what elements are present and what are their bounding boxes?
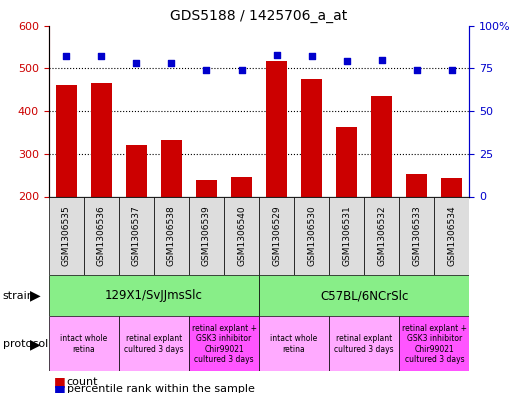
Point xyxy=(167,60,175,66)
Text: GSM1306538: GSM1306538 xyxy=(167,206,176,266)
Bar xyxy=(371,96,392,282)
Text: ▶: ▶ xyxy=(30,337,41,351)
Text: retinal explant
cultured 3 days: retinal explant cultured 3 days xyxy=(124,334,184,354)
Bar xyxy=(91,83,112,282)
Bar xyxy=(301,79,322,282)
FancyBboxPatch shape xyxy=(399,316,469,371)
FancyBboxPatch shape xyxy=(49,196,84,275)
Text: GSM1306540: GSM1306540 xyxy=(237,206,246,266)
Text: GSM1306530: GSM1306530 xyxy=(307,206,316,266)
Point xyxy=(272,51,281,58)
Text: strain: strain xyxy=(3,291,34,301)
Text: C57BL/6NCrSlc: C57BL/6NCrSlc xyxy=(320,289,408,302)
Bar xyxy=(196,180,217,282)
Text: GSM1306534: GSM1306534 xyxy=(447,206,457,266)
Text: GSM1306529: GSM1306529 xyxy=(272,206,281,266)
Text: GSM1306539: GSM1306539 xyxy=(202,206,211,266)
FancyBboxPatch shape xyxy=(49,275,259,316)
Text: retinal explant +
GSK3 inhibitor
Chir99021
cultured 3 days: retinal explant + GSK3 inhibitor Chir990… xyxy=(191,324,256,364)
Point xyxy=(448,67,456,73)
Point xyxy=(307,53,315,59)
FancyBboxPatch shape xyxy=(84,196,119,275)
Bar xyxy=(266,61,287,282)
Point xyxy=(97,53,105,59)
Text: GSM1306536: GSM1306536 xyxy=(97,206,106,266)
FancyBboxPatch shape xyxy=(259,316,329,371)
FancyBboxPatch shape xyxy=(119,196,154,275)
Text: GSM1306532: GSM1306532 xyxy=(377,206,386,266)
Text: retinal explant
cultured 3 days: retinal explant cultured 3 days xyxy=(334,334,394,354)
Text: ■: ■ xyxy=(54,375,66,389)
Text: GSM1306533: GSM1306533 xyxy=(412,206,421,266)
Point xyxy=(132,60,141,66)
Bar xyxy=(406,174,427,282)
Bar xyxy=(126,145,147,282)
FancyBboxPatch shape xyxy=(329,316,399,371)
Text: retinal explant +
GSK3 inhibitor
Chir99021
cultured 3 days: retinal explant + GSK3 inhibitor Chir990… xyxy=(402,324,467,364)
FancyBboxPatch shape xyxy=(294,196,329,275)
Text: intact whole
retina: intact whole retina xyxy=(270,334,318,354)
Bar xyxy=(441,178,462,282)
Text: intact whole
retina: intact whole retina xyxy=(60,334,107,354)
Text: protocol: protocol xyxy=(3,339,48,349)
Point xyxy=(378,57,386,63)
Bar xyxy=(56,85,77,282)
Text: 129X1/SvJJmsSlc: 129X1/SvJJmsSlc xyxy=(105,289,203,302)
FancyBboxPatch shape xyxy=(119,316,189,371)
FancyBboxPatch shape xyxy=(259,196,294,275)
Bar xyxy=(231,177,252,282)
Point xyxy=(412,67,421,73)
Point xyxy=(202,67,210,73)
FancyBboxPatch shape xyxy=(189,196,224,275)
Text: count: count xyxy=(67,377,98,387)
Point xyxy=(343,58,351,64)
Text: percentile rank within the sample: percentile rank within the sample xyxy=(67,384,254,393)
FancyBboxPatch shape xyxy=(189,316,259,371)
FancyBboxPatch shape xyxy=(259,275,469,316)
Point xyxy=(62,53,70,59)
Bar xyxy=(336,127,357,282)
Bar xyxy=(161,140,182,282)
FancyBboxPatch shape xyxy=(224,196,259,275)
Point xyxy=(238,67,246,73)
FancyBboxPatch shape xyxy=(49,316,119,371)
FancyBboxPatch shape xyxy=(154,196,189,275)
FancyBboxPatch shape xyxy=(399,196,435,275)
Text: GSM1306535: GSM1306535 xyxy=(62,206,71,266)
FancyBboxPatch shape xyxy=(364,196,399,275)
Text: GSM1306537: GSM1306537 xyxy=(132,206,141,266)
Text: ■: ■ xyxy=(54,382,66,393)
Text: GSM1306531: GSM1306531 xyxy=(342,206,351,266)
FancyBboxPatch shape xyxy=(329,196,364,275)
Text: ▶: ▶ xyxy=(30,289,41,303)
Title: GDS5188 / 1425706_a_at: GDS5188 / 1425706_a_at xyxy=(170,9,348,23)
FancyBboxPatch shape xyxy=(435,196,469,275)
